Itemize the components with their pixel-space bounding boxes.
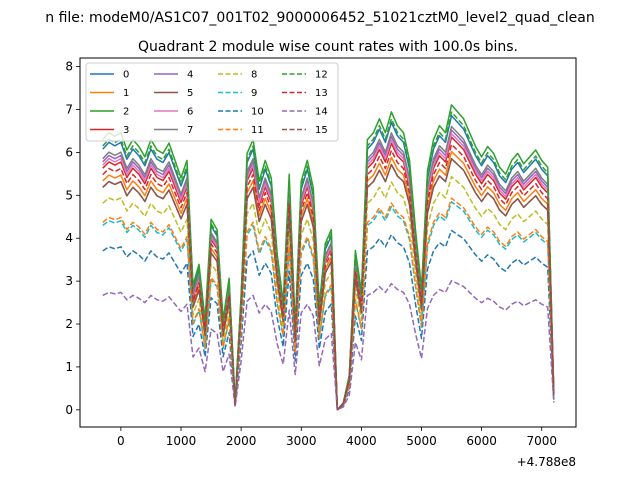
legend-box [85, 62, 339, 142]
series-line-9 [102, 201, 555, 411]
series-line-13 [102, 143, 555, 411]
series-line-12 [102, 111, 555, 411]
legend-label-0: 0 [123, 70, 129, 81]
chart-title: Quadrant 2 module wise count rates with … [138, 39, 518, 55]
series-line-8 [102, 175, 555, 411]
legend-label-6: 6 [187, 107, 193, 118]
y-tick-label: 0 [65, 403, 73, 417]
legend-label-9: 9 [251, 88, 257, 99]
series-line-14 [102, 279, 555, 411]
legend-label-3: 3 [123, 125, 129, 136]
x-tick-label: 1000 [166, 434, 197, 448]
y-axis: 0 1 2 3 4 5 6 7 8 [65, 60, 80, 417]
series-line-3 [102, 136, 555, 411]
legend-label-5: 5 [187, 88, 193, 99]
legend-label-11: 11 [251, 125, 264, 136]
legend-label-8: 8 [251, 70, 257, 81]
series-line-2 [102, 104, 555, 411]
series-line-6 [102, 132, 555, 411]
legend-label-4: 4 [187, 70, 193, 81]
legend-label-13: 13 [315, 88, 328, 99]
legend-label-15: 15 [315, 125, 328, 136]
x-tick-label: 5000 [406, 434, 437, 448]
x-tick-label: 7000 [526, 434, 557, 448]
series-line-11 [102, 197, 555, 411]
series-line-0 [102, 114, 555, 411]
x-tick-label: 3000 [286, 434, 317, 448]
series-line-15 [102, 157, 555, 411]
y-tick-label: 8 [65, 60, 73, 74]
plot-lines [102, 104, 555, 411]
plot-area-frame [79, 57, 577, 428]
y-tick-label: 3 [65, 274, 73, 288]
series-line-4 [102, 129, 555, 411]
y-tick-label: 2 [65, 317, 73, 331]
x-tick-label: 0 [117, 434, 125, 448]
legend-label-7: 7 [187, 125, 193, 136]
series-line-5 [102, 157, 555, 411]
x-offset-label: +4.788e8 [517, 455, 576, 469]
x-tick-label: 2000 [226, 434, 257, 448]
y-tick-label: 4 [65, 231, 73, 245]
y-tick-label: 5 [65, 188, 73, 202]
series-line-10 [102, 229, 555, 411]
x-axis: 0 1000 2000 3000 4000 5000 6000 7000 [117, 427, 557, 448]
series-line-7 [102, 125, 555, 411]
legend-label-14: 14 [315, 107, 328, 118]
series-line-1 [102, 150, 555, 411]
legend-label-2: 2 [123, 107, 129, 118]
y-tick-label: 1 [65, 360, 73, 374]
legend-label-1: 1 [123, 88, 129, 99]
y-tick-label: 7 [65, 102, 73, 116]
y-tick-label: 6 [65, 145, 73, 159]
legend-label-12: 12 [315, 70, 328, 81]
x-tick-label: 6000 [466, 434, 497, 448]
legend-label-10: 10 [251, 107, 264, 118]
x-tick-label: 4000 [346, 434, 377, 448]
chart-suptitle: n file: modeM0/AS1C07_001T02_9000006452_… [45, 10, 594, 26]
